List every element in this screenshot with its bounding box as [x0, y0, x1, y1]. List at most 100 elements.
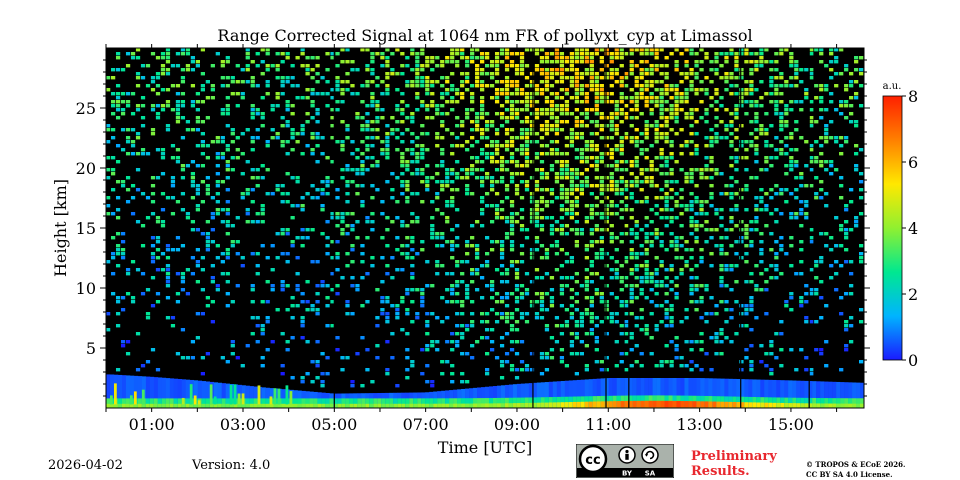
heatmap-cell	[689, 348, 694, 352]
heatmap-cell	[774, 252, 779, 256]
heatmap-cell	[489, 180, 495, 184]
heatmap-cell	[834, 168, 839, 172]
heatmap-cell	[155, 236, 161, 240]
heatmap-cell	[390, 188, 395, 192]
heatmap-cell	[594, 252, 599, 256]
heatmap-cell	[220, 76, 225, 80]
heatmap-cell	[210, 276, 215, 280]
heatmap-cell	[779, 116, 784, 120]
heatmap-cell	[589, 208, 594, 212]
heatmap-cell	[639, 52, 644, 56]
heatmap-cell	[205, 144, 210, 148]
heatmap-cell	[599, 152, 604, 156]
heatmap-cell	[110, 168, 116, 172]
heatmap-cell	[644, 276, 649, 280]
heatmap-cell	[485, 284, 490, 288]
heatmap-cell	[849, 272, 854, 276]
heatmap-cell	[569, 64, 575, 68]
heatmap-cell	[759, 64, 764, 68]
heatmap-cell	[180, 48, 186, 52]
heatmap-cell	[305, 88, 310, 92]
heatmap-cell	[440, 360, 445, 364]
heatmap-cell	[579, 132, 584, 136]
heatmap-cell	[370, 96, 375, 100]
heatmap-cell	[644, 72, 649, 76]
heatmap-cell	[559, 184, 565, 188]
heatmap-cell	[574, 176, 579, 180]
heatmap-cell	[405, 252, 410, 256]
heatmap-cell	[494, 152, 500, 156]
heatmap-cell	[644, 216, 649, 220]
heatmap-cell	[400, 296, 405, 300]
heatmap-cell	[255, 84, 260, 88]
heatmap-cell	[624, 256, 629, 260]
heatmap-cell	[814, 84, 819, 88]
heatmap-cell	[764, 204, 769, 208]
heatmap-cell	[445, 204, 450, 208]
heatmap-cell	[155, 148, 161, 152]
heatmap-cell	[340, 212, 345, 216]
heatmap-cell	[435, 180, 440, 184]
heatmap-cell	[480, 148, 485, 152]
heatmap-cell	[310, 260, 315, 264]
heatmap-cell	[225, 160, 230, 164]
heatmap-cell	[385, 272, 390, 276]
heatmap-cell	[824, 160, 829, 164]
heatmap-cell	[285, 120, 290, 124]
heatmap-cell	[519, 180, 525, 184]
heatmap-cell	[654, 68, 659, 72]
heatmap-cell	[395, 148, 400, 152]
heatmap-cell	[470, 356, 475, 360]
heatmap-cell	[250, 136, 255, 140]
heatmap-cell	[120, 340, 126, 344]
heatmap-cell	[375, 160, 380, 164]
heatmap-cell	[460, 84, 465, 88]
heatmap-cell	[824, 64, 829, 68]
boundary-layer-cell	[624, 378, 629, 408]
heatmap-cell	[569, 228, 575, 232]
heatmap-cell	[400, 160, 405, 164]
heatmap-cell	[609, 100, 614, 104]
surface-layer-cell	[457, 403, 462, 408]
heatmap-cell	[295, 288, 300, 292]
heatmap-cell	[669, 288, 674, 292]
heatmap-cell	[664, 76, 669, 80]
heatmap-cell	[499, 200, 505, 204]
heatmap-cell	[584, 112, 589, 116]
heatmap-cell	[579, 228, 584, 232]
surface-layer-cell	[560, 402, 566, 408]
heatmap-cell	[115, 368, 121, 372]
heatmap-cell	[544, 120, 550, 124]
surface-layer-cell	[365, 403, 370, 408]
heatmap-cell	[250, 176, 255, 180]
heatmap-cell	[669, 308, 674, 312]
heatmap-cell	[195, 280, 200, 284]
heatmap-cell	[514, 148, 520, 152]
heatmap-cell	[494, 208, 500, 212]
surface-layer-cell	[281, 403, 286, 408]
heatmap-cell	[609, 316, 614, 320]
heatmap-cell	[564, 88, 570, 92]
heatmap-cell	[529, 48, 535, 52]
heatmap-cell	[754, 128, 759, 132]
heatmap-cell	[250, 316, 255, 320]
heatmap-cell	[130, 300, 136, 304]
heatmap-cell	[654, 96, 659, 100]
heatmap-cell	[664, 140, 669, 144]
cc-license-badge: cc BY SA	[576, 444, 674, 478]
heatmap-cell	[165, 56, 171, 60]
heatmap-cell	[604, 332, 609, 336]
heatmap-cell	[564, 188, 570, 192]
heatmap-cell	[405, 184, 410, 188]
heatmap-cell	[260, 72, 265, 76]
heatmap-cell	[405, 180, 410, 184]
heatmap-cell	[554, 48, 560, 52]
heatmap-cell	[509, 140, 515, 144]
heatmap-cell	[275, 104, 280, 108]
heatmap-cell	[749, 344, 754, 348]
heatmap-cell	[544, 80, 550, 84]
heatmap-cell	[594, 348, 599, 352]
heatmap-cell	[325, 284, 330, 288]
heatmap-cell	[320, 188, 325, 192]
heatmap-cell	[854, 124, 859, 128]
